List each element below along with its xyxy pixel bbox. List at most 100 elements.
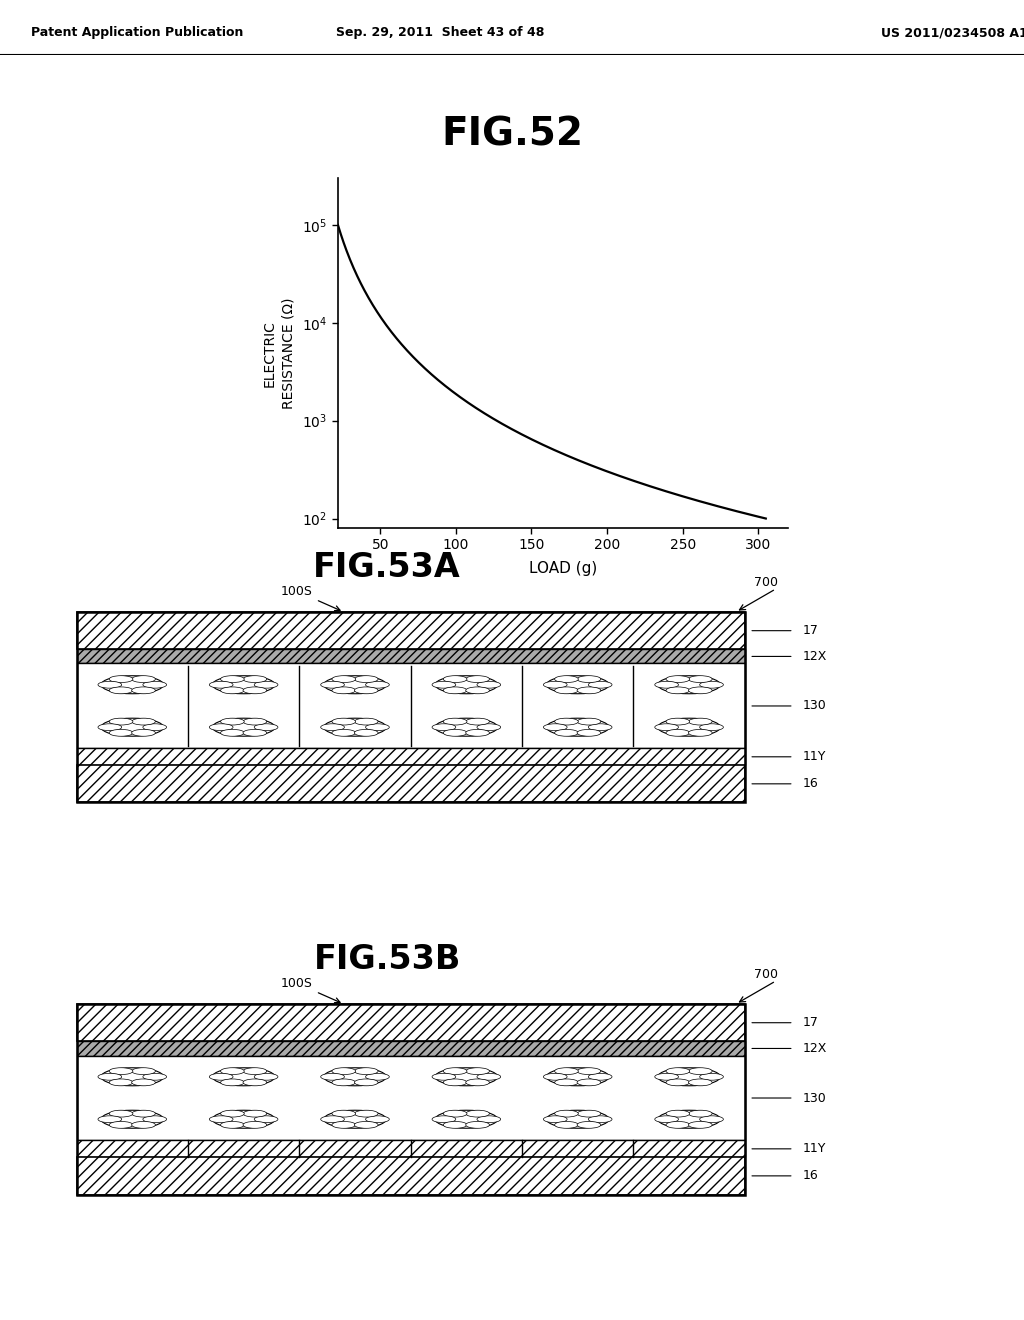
Circle shape bbox=[657, 718, 720, 737]
Circle shape bbox=[466, 1068, 489, 1074]
Circle shape bbox=[332, 1078, 355, 1086]
Circle shape bbox=[443, 1110, 467, 1117]
Circle shape bbox=[110, 730, 133, 737]
Circle shape bbox=[555, 730, 579, 737]
Circle shape bbox=[132, 1110, 156, 1117]
Circle shape bbox=[209, 1115, 233, 1123]
Circle shape bbox=[657, 1110, 720, 1129]
Circle shape bbox=[212, 1068, 274, 1086]
Bar bbox=[77, 1041, 744, 1056]
Text: 130: 130 bbox=[803, 700, 826, 713]
Circle shape bbox=[555, 1068, 579, 1074]
Circle shape bbox=[209, 681, 233, 688]
Circle shape bbox=[220, 1122, 245, 1129]
Circle shape bbox=[132, 686, 156, 694]
Circle shape bbox=[666, 730, 690, 737]
Text: 700: 700 bbox=[754, 968, 777, 981]
Circle shape bbox=[243, 1122, 266, 1129]
Circle shape bbox=[578, 686, 601, 694]
Text: 100S: 100S bbox=[282, 585, 340, 611]
Circle shape bbox=[220, 686, 245, 694]
Circle shape bbox=[589, 681, 612, 688]
Circle shape bbox=[366, 1073, 389, 1080]
Circle shape bbox=[666, 1110, 690, 1117]
Circle shape bbox=[212, 718, 274, 737]
Circle shape bbox=[332, 676, 355, 682]
Circle shape bbox=[332, 1122, 355, 1129]
Circle shape bbox=[110, 676, 133, 682]
Circle shape bbox=[332, 686, 355, 694]
Text: Sep. 29, 2011  Sheet 43 of 48: Sep. 29, 2011 Sheet 43 of 48 bbox=[336, 26, 545, 40]
Circle shape bbox=[143, 1115, 167, 1123]
Circle shape bbox=[101, 1110, 164, 1129]
Bar bbox=[77, 612, 744, 649]
Circle shape bbox=[699, 723, 723, 731]
Circle shape bbox=[435, 676, 498, 694]
Circle shape bbox=[324, 718, 386, 737]
Circle shape bbox=[578, 1122, 601, 1129]
Text: FIG.53A: FIG.53A bbox=[313, 552, 461, 585]
Text: 12X: 12X bbox=[803, 649, 827, 663]
Circle shape bbox=[432, 1115, 456, 1123]
Bar bbox=[77, 649, 744, 664]
Circle shape bbox=[143, 1073, 167, 1080]
Circle shape bbox=[688, 730, 712, 737]
Text: FIG.52: FIG.52 bbox=[441, 116, 583, 153]
Circle shape bbox=[466, 1122, 489, 1129]
Circle shape bbox=[578, 718, 601, 725]
Circle shape bbox=[666, 686, 690, 694]
Bar bbox=[77, 612, 744, 803]
Text: Patent Application Publication: Patent Application Publication bbox=[31, 26, 243, 40]
Circle shape bbox=[466, 676, 489, 682]
Circle shape bbox=[243, 730, 266, 737]
Circle shape bbox=[220, 718, 245, 725]
Circle shape bbox=[699, 1073, 723, 1080]
Circle shape bbox=[688, 1078, 712, 1086]
Bar bbox=[77, 1005, 744, 1041]
Y-axis label: ELECTRIC
RESISTANCE (Ω): ELECTRIC RESISTANCE (Ω) bbox=[263, 297, 295, 409]
Text: 130: 130 bbox=[803, 1092, 826, 1105]
Circle shape bbox=[321, 723, 344, 731]
Circle shape bbox=[101, 718, 164, 737]
Text: 700: 700 bbox=[754, 576, 777, 589]
Circle shape bbox=[578, 676, 601, 682]
Circle shape bbox=[243, 676, 266, 682]
Circle shape bbox=[544, 1073, 567, 1080]
Circle shape bbox=[324, 676, 386, 694]
Circle shape bbox=[547, 1110, 609, 1129]
Bar bbox=[77, 766, 744, 803]
Circle shape bbox=[110, 1068, 133, 1074]
Circle shape bbox=[254, 723, 278, 731]
Circle shape bbox=[666, 1122, 690, 1129]
Circle shape bbox=[699, 681, 723, 688]
Circle shape bbox=[321, 1115, 344, 1123]
Circle shape bbox=[354, 1078, 378, 1086]
Circle shape bbox=[432, 681, 456, 688]
Text: 17: 17 bbox=[803, 1016, 818, 1030]
Circle shape bbox=[443, 1122, 467, 1129]
Circle shape bbox=[98, 1073, 122, 1080]
Circle shape bbox=[466, 1078, 489, 1086]
Circle shape bbox=[366, 681, 389, 688]
Circle shape bbox=[209, 723, 233, 731]
Text: 12X: 12X bbox=[803, 1041, 827, 1055]
Text: FIG.53B: FIG.53B bbox=[313, 944, 461, 977]
Circle shape bbox=[578, 1110, 601, 1117]
Text: 100S: 100S bbox=[282, 977, 340, 1003]
Circle shape bbox=[443, 1078, 467, 1086]
Text: 16: 16 bbox=[803, 777, 818, 791]
Circle shape bbox=[220, 1068, 245, 1074]
Circle shape bbox=[477, 1073, 501, 1080]
Circle shape bbox=[132, 730, 156, 737]
Circle shape bbox=[212, 676, 274, 694]
Circle shape bbox=[366, 723, 389, 731]
Bar bbox=[77, 1056, 744, 1140]
Circle shape bbox=[666, 718, 690, 725]
Circle shape bbox=[555, 1078, 579, 1086]
Circle shape bbox=[544, 723, 567, 731]
Circle shape bbox=[477, 723, 501, 731]
Circle shape bbox=[101, 1068, 164, 1086]
Circle shape bbox=[435, 1110, 498, 1129]
Circle shape bbox=[443, 676, 467, 682]
Circle shape bbox=[555, 676, 579, 682]
